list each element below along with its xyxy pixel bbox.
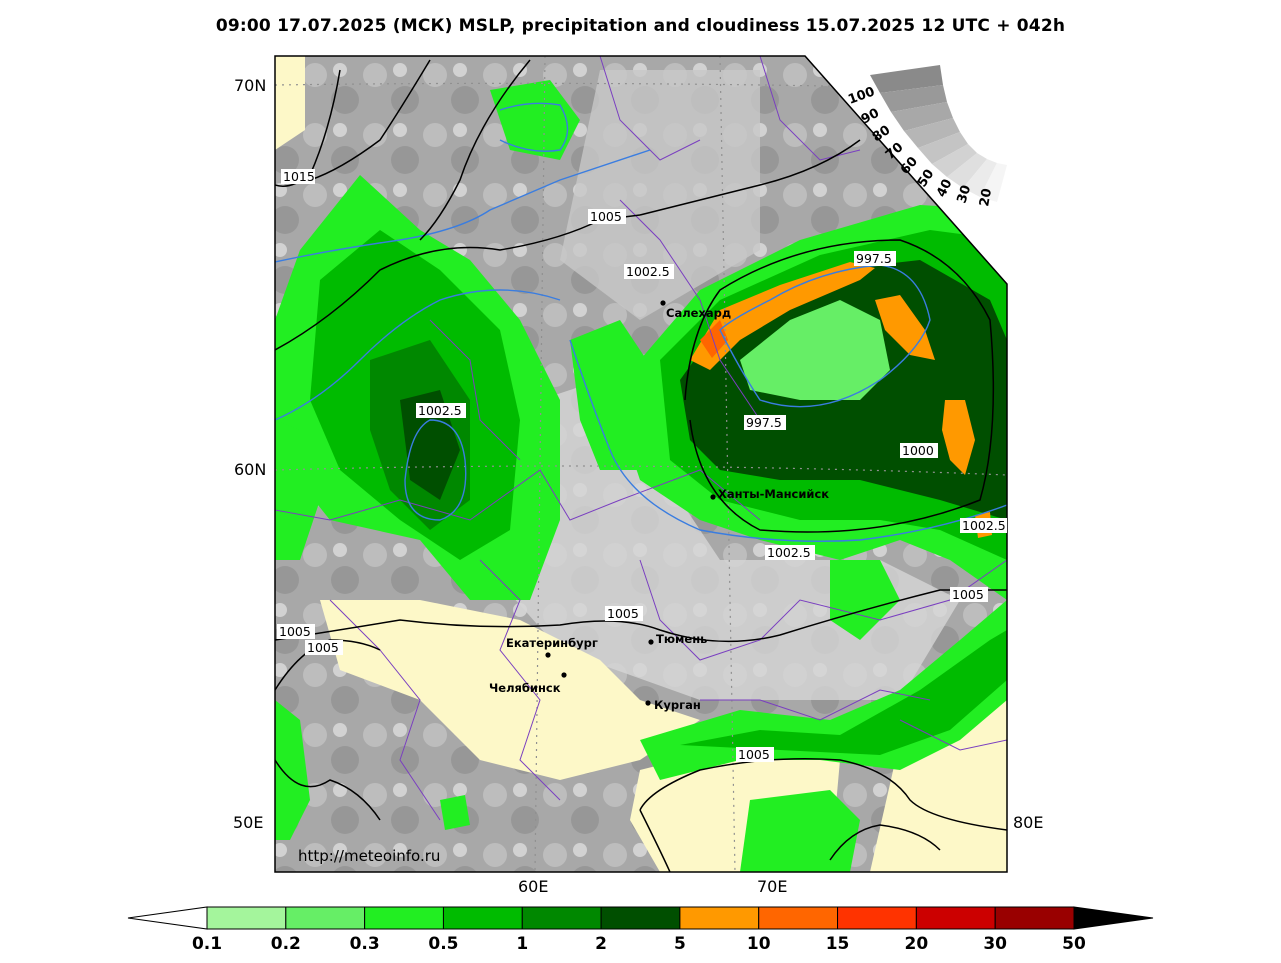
svg-text:Екатеринбург: Екатеринбург — [506, 636, 598, 650]
svg-text:1002.5: 1002.5 — [418, 403, 462, 418]
colorbar-tick-label: 5 — [674, 934, 686, 954]
city-tyumen: Тюмень — [648, 632, 707, 646]
cities: Салехард Ханты-Мансийск Тюмень Екатеринб… — [489, 300, 829, 712]
colorbar-tick-label: 0.1 — [192, 934, 222, 954]
isobar-label: 1005 — [736, 747, 774, 762]
isobar-label: 1005 — [605, 606, 643, 621]
isobar-label: 1002.5 — [765, 545, 815, 560]
colorbar-tick-label: 30 — [983, 934, 1007, 954]
svg-text:Курган: Курган — [654, 698, 701, 712]
cloud-label-30: 30 — [955, 183, 975, 205]
isobar-label: 1015 — [281, 169, 315, 184]
isobar-label: 1005 — [305, 640, 343, 655]
colorbar-tick-label: 1 — [516, 934, 528, 954]
svg-text:997.5: 997.5 — [856, 251, 892, 266]
colorbar-segment — [285, 906, 366, 930]
svg-text:Ханты-Мансийск: Ханты-Мансийск — [718, 487, 829, 501]
lat-label-50e: 50E — [233, 813, 263, 832]
lat-label-60n: 60N — [234, 460, 266, 479]
svg-text:1002.5: 1002.5 — [962, 518, 1006, 533]
city-yekaterinburg: Екатеринбург — [506, 636, 598, 658]
city-salekhard: Салехард — [660, 300, 731, 320]
lon-label-70e: 70E — [757, 877, 787, 896]
lat-label-70n: 70N — [234, 76, 266, 95]
svg-text:1005: 1005 — [607, 606, 639, 621]
isobar-label: 1002.5 — [960, 518, 1007, 533]
svg-text:1002.5: 1002.5 — [767, 545, 811, 560]
svg-text:1005: 1005 — [279, 624, 311, 639]
colorbar-tick-label: 0.5 — [428, 934, 458, 954]
colorbar-tick-label: 2 — [595, 934, 607, 954]
isobar-labels: 1015 1005 1002.5 997.5 1002.5 997.5 1000… — [277, 169, 1007, 762]
city-kurgan: Курган — [645, 698, 701, 712]
colorbar-tick-label: 0.3 — [350, 934, 380, 954]
isobar-label: 997.5 — [854, 251, 896, 266]
colorbar-segment — [442, 906, 523, 930]
cloudiness-scale: 100 90 80 70 60 50 40 30 20 — [846, 65, 1007, 208]
lon-label-80e: 80E — [1013, 813, 1043, 832]
isobar-label: 997.5 — [744, 415, 786, 430]
svg-text:1002.5: 1002.5 — [626, 264, 670, 279]
colorbar-segment — [206, 906, 287, 930]
colorbar-segment — [758, 906, 839, 930]
colorbar-tick-label: 10 — [747, 934, 771, 954]
cloud-label-20: 20 — [977, 187, 995, 207]
svg-text:Тюмень: Тюмень — [656, 632, 707, 646]
precip-colorbar: 0.1 0.2 0.3 0.5 1 2 5 10 15 20 30 50 — [127, 906, 1154, 954]
colorbar-segment — [600, 906, 681, 930]
isobar-label: 1005 — [277, 624, 315, 639]
colorbar-segment — [837, 906, 917, 930]
cloud-label-40: 40 — [934, 177, 955, 200]
colorbar-tick-label: 15 — [826, 934, 850, 954]
colorbar-segment — [521, 906, 602, 930]
colorbar-tick-label: 50 — [1062, 934, 1086, 954]
svg-text:1015: 1015 — [283, 169, 315, 184]
map-title: 09:00 17.07.2025 (МСК) MSLP, precipitati… — [215, 16, 1066, 36]
svg-text:1005: 1005 — [307, 640, 339, 655]
colorbar-segment — [915, 906, 996, 930]
svg-text:Челябинск: Челябинск — [489, 681, 561, 695]
cloud-label-100: 100 — [846, 84, 877, 107]
colorbar-segment — [994, 906, 1075, 930]
isobar-label: 1005 — [588, 209, 626, 224]
svg-text:1005: 1005 — [952, 587, 984, 602]
map-frame — [274, 55, 1008, 873]
colorbar-tick-label: 0.2 — [271, 934, 301, 954]
credit-text: http://meteoinfo.ru — [298, 847, 440, 865]
colorbar-right-arrow — [1073, 906, 1154, 930]
colorbar-left-arrow — [127, 906, 208, 930]
isobar-label: 1002.5 — [624, 264, 674, 279]
city-chelyabinsk: Челябинск — [489, 672, 567, 695]
colorbar-tick-label: 20 — [905, 934, 929, 954]
isobar-label: 1000 — [900, 443, 938, 458]
svg-text:997.5: 997.5 — [746, 415, 782, 430]
svg-text:Салехард: Салехард — [666, 306, 731, 320]
svg-text:1005: 1005 — [590, 209, 622, 224]
isobar-label: 1005 — [950, 587, 988, 602]
isobar-label: 1002.5 — [416, 403, 466, 418]
svg-text:1000: 1000 — [902, 443, 934, 458]
city-khanty-mansiysk: Ханты-Мансийск — [710, 487, 829, 501]
svg-text:1005: 1005 — [738, 747, 770, 762]
colorbar-segment — [364, 906, 444, 930]
lon-label-60e: 60E — [518, 877, 548, 896]
colorbar-segment — [679, 906, 760, 930]
